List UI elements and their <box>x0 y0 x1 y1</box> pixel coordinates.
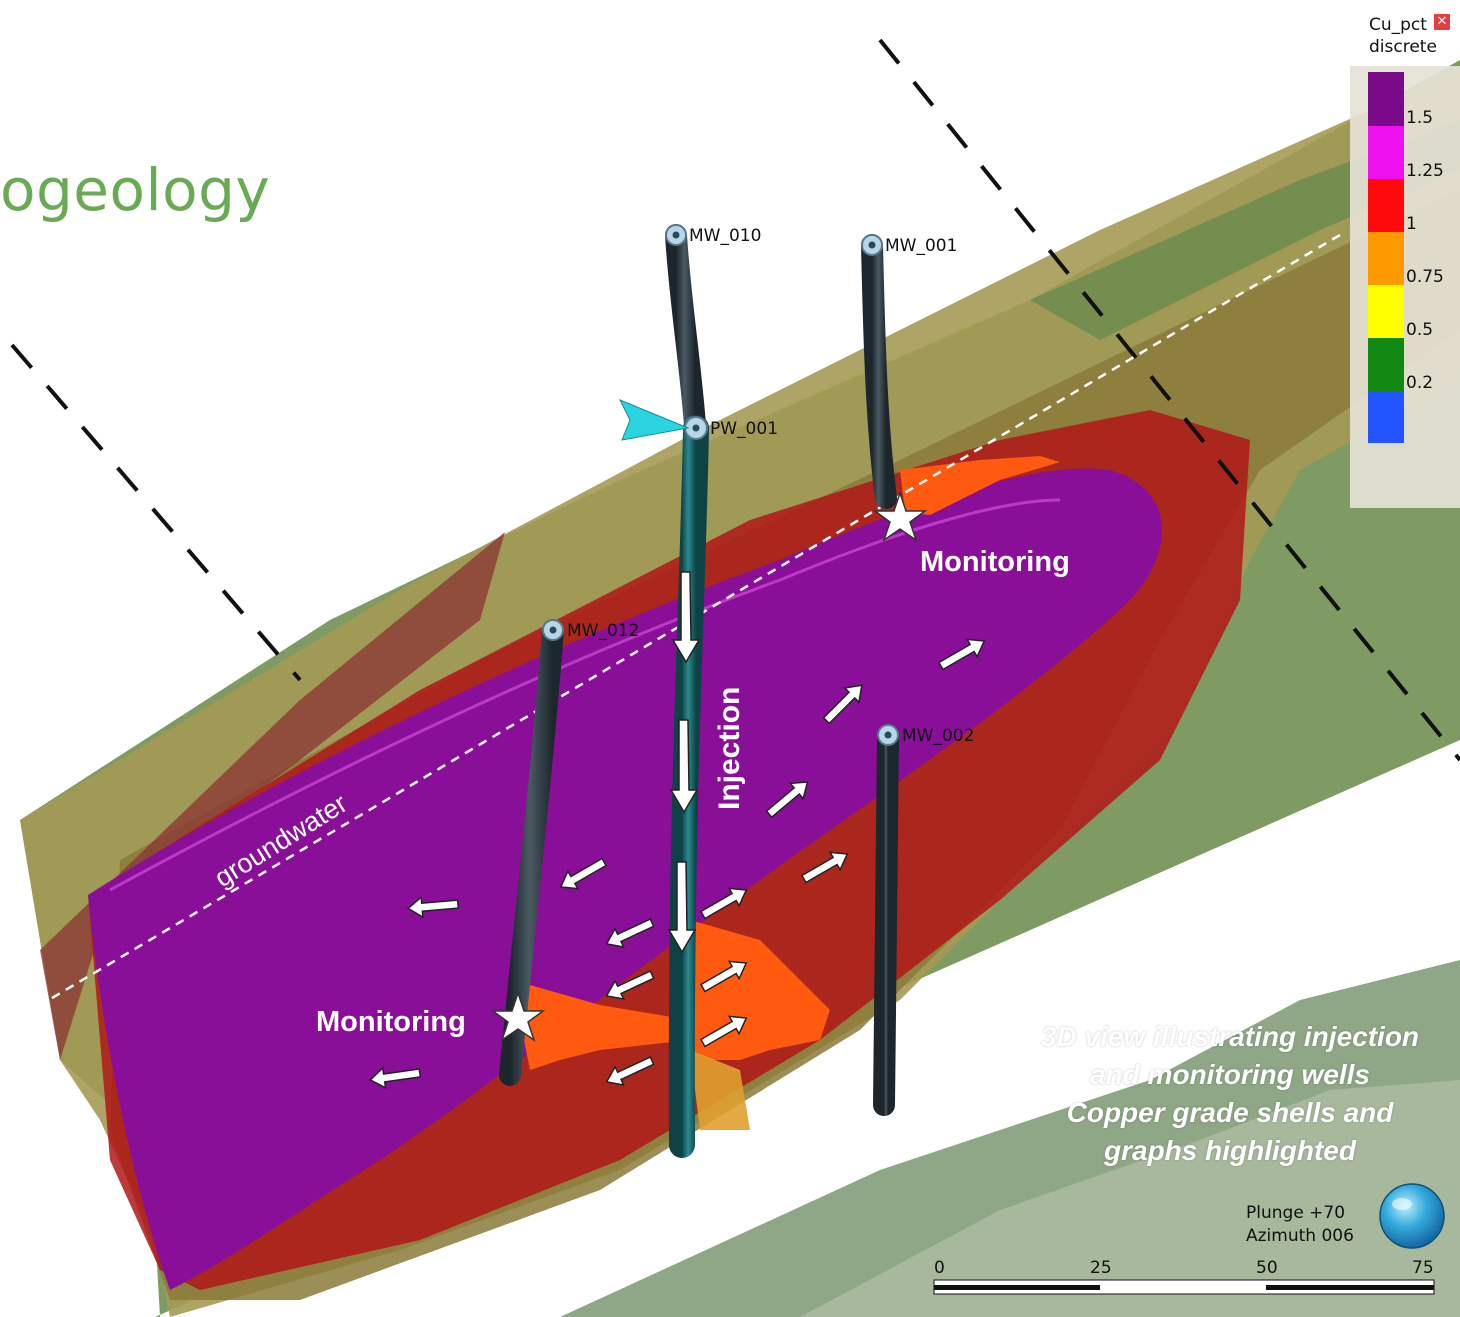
direction-cone-icon <box>618 399 690 441</box>
injection-label: Injection <box>713 687 746 810</box>
well-label-pw001: PW_001 <box>710 419 778 439</box>
legend-panel <box>1350 66 1460 508</box>
legend-tick-2: 1.25 <box>1406 161 1444 181</box>
legend-swatch-3 <box>1368 179 1404 233</box>
legend-swatch-2 <box>1368 126 1404 180</box>
arrow-right-up-5 <box>699 887 748 920</box>
pale-green-lower-shell <box>800 1080 1460 1317</box>
well-label-mw010: MW_010 <box>689 226 761 246</box>
orientation-globe-icon[interactable] <box>1379 1183 1445 1249</box>
page-title: ogeology <box>0 156 271 224</box>
well-collars <box>542 224 899 746</box>
arrow-left-3 <box>605 918 655 948</box>
legend-tick-4: 0.75 <box>1406 267 1444 287</box>
arrow-right-up-1 <box>937 638 986 671</box>
well-label-mw012: MW_012 <box>567 621 639 641</box>
scale-tick-50: 50 <box>1256 1258 1278 1278</box>
azimuth-readout: Azimuth 006 <box>1246 1226 1354 1246</box>
scale-tick-0: 0 <box>934 1258 945 1278</box>
well-mw010 <box>665 224 706 436</box>
arrow-left-4 <box>605 970 655 1000</box>
caption-line-4: graphs highlighted <box>1104 1135 1356 1166</box>
legend-swatch-1 <box>1368 72 1404 126</box>
arrow-down-1 <box>671 571 701 664</box>
figure-caption: 3D view illustrating injection and monit… <box>1000 1018 1460 1170</box>
well-mw002 <box>873 724 899 1116</box>
caption-line-2: and monitoring wells <box>1089 1059 1370 1090</box>
arrow-left-6 <box>368 1066 422 1090</box>
arrow-left-1 <box>406 895 460 919</box>
well-label-mw001: MW_001 <box>885 236 957 256</box>
arrow-right-up-6 <box>699 960 748 993</box>
grade-graph-mw012 <box>520 985 690 1070</box>
orientation-readout: Plunge +70 Azimuth 006 <box>1246 1202 1354 1248</box>
legend-title-line-2: discrete <box>1369 37 1437 57</box>
arrow-right-up-7 <box>699 1015 748 1048</box>
legend-title-line-1: Cu_pct <box>1369 15 1427 35</box>
legend-swatch-5 <box>1368 285 1404 339</box>
monitoring-label-upper: Monitoring <box>920 546 1070 578</box>
arrow-right-up-2 <box>822 684 863 725</box>
monitoring-markers: Monitoring Monitoring Injection <box>316 490 1070 1042</box>
dark-red-wedge <box>40 532 505 1060</box>
scale-tick-25: 25 <box>1090 1258 1112 1278</box>
legend-swatch-7 <box>1368 391 1404 443</box>
legend-title: Cu_pct discrete <box>1369 14 1437 58</box>
arrow-down-2 <box>669 719 699 814</box>
scale-tick-75: 75 <box>1412 1258 1434 1278</box>
legend-tick-5: 0.5 <box>1406 320 1434 340</box>
arrow-left-2 <box>559 857 608 890</box>
arrow-right-up-4 <box>800 851 849 884</box>
legend-tick-6: 0.2 <box>1406 373 1434 393</box>
color-legend: Cu_pct discrete 1.5 1.25 1 0.75 0.5 0.2 <box>1350 14 1460 508</box>
arrow-down-3 <box>667 861 697 954</box>
star-icon-mw001 <box>872 490 928 542</box>
legend-close-icon[interactable]: ✕ <box>1434 14 1450 30</box>
star-icon-mw012 <box>490 990 546 1042</box>
scale-bar: 0 25 50 75 <box>933 1258 1435 1295</box>
caption-line-1: 3D view illustrating injection <box>1040 1021 1420 1052</box>
monitoring-label-lower: Monitoring <box>316 1006 466 1038</box>
legend-swatch-4 <box>1368 232 1404 286</box>
flow-arrows <box>368 571 986 1090</box>
legend-tick-3: 1 <box>1406 214 1417 234</box>
cross-section-lines <box>10 38 1460 762</box>
well-mw001 <box>861 234 897 509</box>
caption-line-3: Copper grade shells and <box>1066 1097 1394 1128</box>
well-label-mw002: MW_002 <box>902 726 974 746</box>
arrow-left-5 <box>605 1056 655 1086</box>
legend-tick-1: 1.5 <box>1406 108 1434 128</box>
arrow-right-up-3 <box>765 781 809 819</box>
plunge-readout: Plunge +70 <box>1246 1203 1346 1223</box>
legend-swatch-6 <box>1368 338 1404 392</box>
